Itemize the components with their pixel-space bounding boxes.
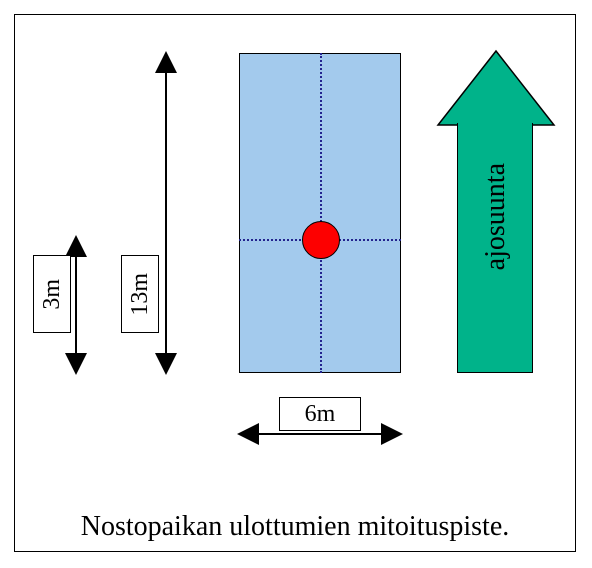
- lift-area-rect: [239, 53, 401, 373]
- dimension-13m-arrow: [165, 53, 167, 373]
- dimension-3m-label-box: 3m: [33, 255, 71, 333]
- dimension-3m-label: 3m: [39, 279, 66, 310]
- dimension-13m-label-box: 13m: [121, 255, 159, 333]
- dimension-width-label-box: 6m: [279, 397, 361, 431]
- dimension-3m-arrow: [75, 237, 77, 373]
- dimension-13m-label: 13m: [127, 273, 154, 316]
- center-point: [302, 221, 340, 259]
- dimension-width-label: 6m: [305, 401, 336, 428]
- caption: Nostopaikan ulottumien mitoituspiste.: [15, 511, 575, 543]
- direction-arrow-head: [438, 51, 554, 125]
- direction-arrow-label: ajosuunta: [480, 163, 512, 270]
- diagram-frame: 6m 13m 3m ajosuunta Nostopaikan ulottumi…: [14, 14, 576, 552]
- dimension-width-arrow: [239, 433, 401, 435]
